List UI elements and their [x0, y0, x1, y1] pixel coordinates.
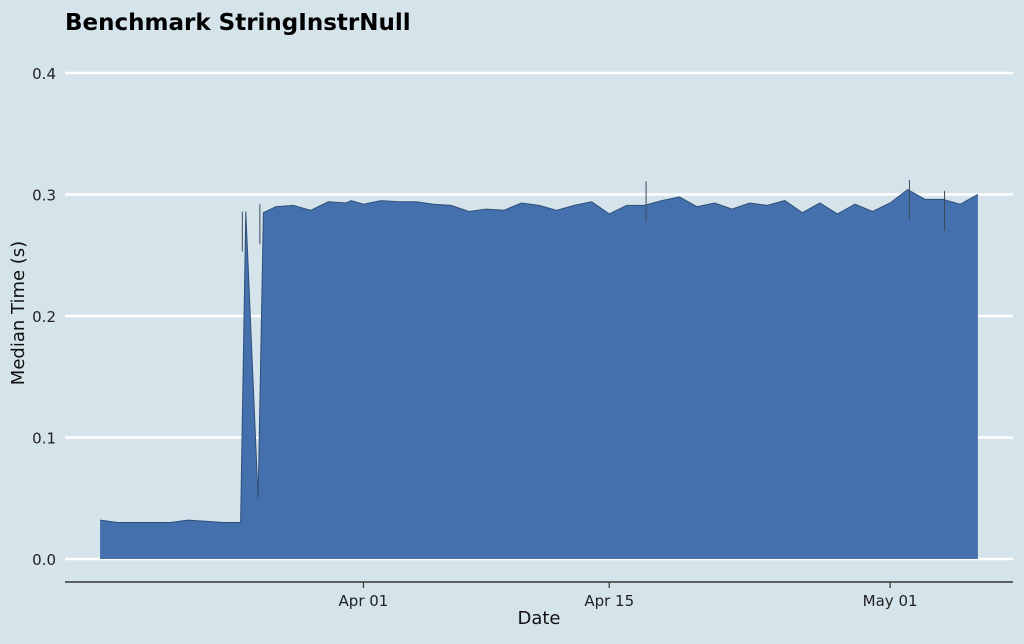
outlier-spikes — [241, 179, 946, 252]
x-axis-label: Date — [517, 608, 560, 629]
y-tick-label: 0.3 — [32, 187, 56, 205]
series-line — [100, 189, 979, 523]
y-tick-label: 0.4 — [32, 65, 56, 83]
y-tick-label: 0.1 — [32, 430, 56, 448]
y-tick-label: 0.2 — [32, 308, 56, 326]
x-tick-label: Apr 15 — [584, 592, 634, 610]
area-series — [100, 189, 979, 559]
x-tick-label: Apr 01 — [339, 592, 389, 610]
y-axis-label: Median Time (s) — [8, 241, 29, 385]
y-tick-label: 0.0 — [32, 551, 56, 569]
axes: Apr 01 Apr 15 May 01 — [65, 581, 1013, 610]
x-tick-label: May 01 — [863, 592, 918, 610]
area-fill — [100, 189, 978, 559]
chart-title: Benchmark StringInstrNull — [65, 10, 411, 36]
